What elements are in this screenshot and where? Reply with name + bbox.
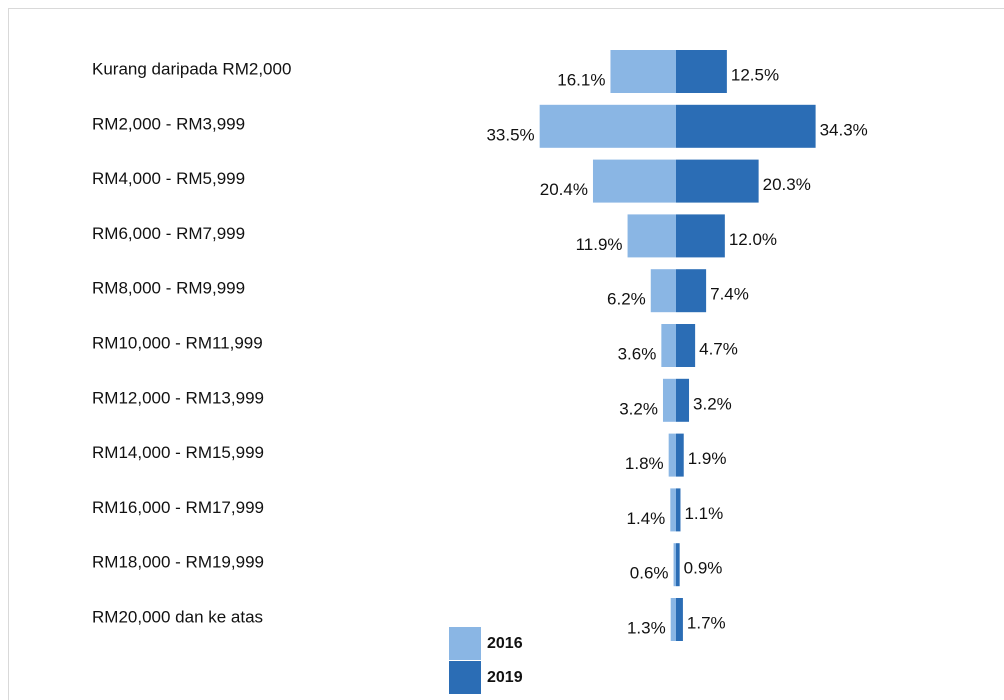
- category-label: RM2,000 - RM3,999: [92, 114, 245, 133]
- value-label: 1.9%: [688, 449, 727, 468]
- category-label: RM18,000 - RM19,999: [92, 553, 264, 572]
- value-label: 11.9%: [576, 235, 623, 254]
- bar: [676, 543, 680, 587]
- category-label: RM16,000 - RM17,999: [92, 498, 264, 517]
- bar: [670, 488, 676, 532]
- value-label: 1.8%: [625, 454, 664, 473]
- value-label: 6.2%: [607, 290, 646, 309]
- category-label: Kurang daripada RM2,000: [92, 59, 291, 78]
- bar: [676, 104, 816, 148]
- bar: [676, 598, 683, 641]
- bar: [662, 378, 676, 422]
- category-label: RM8,000 - RM9,999: [92, 279, 245, 298]
- chart-border: [8, 8, 1004, 700]
- bar: [668, 433, 676, 477]
- bar: [592, 159, 676, 203]
- category-label: RM10,000 - RM11,999: [92, 333, 263, 352]
- bar: [610, 50, 676, 93]
- bar: [676, 159, 759, 203]
- bar: [676, 269, 707, 313]
- value-label: 12.0%: [729, 230, 777, 249]
- value-label: 12.5%: [731, 65, 779, 84]
- category-label: RM20,000 dan ke atas: [92, 607, 263, 626]
- value-label: 34.3%: [820, 120, 868, 139]
- value-label: 1.1%: [684, 504, 723, 523]
- value-label: 7.4%: [710, 285, 749, 304]
- bar: [676, 378, 690, 422]
- bar: [676, 433, 684, 477]
- bar: [670, 598, 676, 641]
- legend-label: 2016: [487, 635, 523, 652]
- category-label: RM14,000 - RM15,999: [92, 443, 264, 462]
- value-label: 3.2%: [619, 399, 658, 418]
- value-label: 3.2%: [693, 394, 732, 413]
- value-label: 16.1%: [557, 70, 605, 89]
- category-label: RM6,000 - RM7,999: [92, 224, 245, 243]
- value-label: 20.4%: [540, 180, 588, 199]
- value-label: 1.7%: [687, 613, 726, 632]
- bar: [627, 214, 676, 258]
- bar: [539, 104, 676, 148]
- bar: [676, 488, 681, 532]
- category-label: RM12,000 - RM13,999: [92, 388, 264, 407]
- bar: [676, 214, 725, 258]
- bar: [661, 324, 676, 367]
- category-label: RM4,000 - RM5,999: [92, 169, 245, 188]
- bar: [676, 50, 727, 93]
- bar: [650, 269, 676, 313]
- value-label: 20.3%: [763, 175, 811, 194]
- value-label: 1.4%: [627, 509, 666, 528]
- legend-swatch: [449, 627, 481, 660]
- value-label: 3.6%: [618, 344, 657, 363]
- value-label: 0.9%: [684, 559, 723, 578]
- bar: [673, 543, 676, 587]
- value-label: 33.5%: [486, 125, 534, 144]
- legend-label: 2019: [487, 669, 523, 686]
- value-label: 4.7%: [699, 339, 738, 358]
- bar: [676, 324, 696, 367]
- value-label: 1.3%: [627, 618, 666, 637]
- value-label: 0.6%: [630, 564, 669, 583]
- legend-swatch: [449, 661, 481, 694]
